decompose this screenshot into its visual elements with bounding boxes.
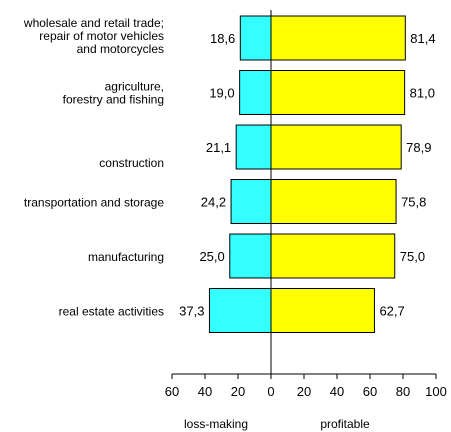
- data-label-profitable: 75,8: [401, 195, 426, 210]
- data-label-profitable: 81,0: [410, 86, 435, 101]
- category-label: wholesale and retail trade; repair of mot…: [23, 16, 164, 56]
- data-label-profitable: 75,0: [400, 249, 425, 264]
- data-label-profitable: 81,4: [410, 31, 435, 46]
- bar-profitable: [270, 124, 402, 170]
- x-axis-title-loss-making: loss-making: [184, 417, 248, 431]
- data-label-loss-making: 24,2: [201, 195, 226, 210]
- x-axis-title-profitable: profitable: [320, 417, 370, 431]
- data-label-loss-making: 18,6: [210, 31, 235, 46]
- data-label-loss-making: 19,0: [209, 86, 234, 101]
- data-label-loss-making: 37,3: [179, 304, 204, 319]
- category-label: manufacturing: [88, 250, 164, 264]
- x-tick-label: 40: [330, 384, 344, 399]
- data-label-profitable: 62,7: [379, 304, 404, 319]
- bar-loss-making: [239, 70, 272, 115]
- x-tick-label: 0: [267, 384, 274, 399]
- x-tick-label: 20: [231, 384, 245, 399]
- category-label: agriculture, forestry and fishing: [63, 80, 164, 107]
- bar-loss-making: [239, 15, 272, 61]
- x-tick-label: 60: [165, 384, 179, 399]
- bar-loss-making: [208, 288, 272, 333]
- bar-profitable: [270, 179, 397, 224]
- bar-profitable: [270, 233, 396, 279]
- category-label: construction: [99, 156, 164, 170]
- data-label-loss-making: 21,1: [206, 140, 231, 155]
- data-label-profitable: 78,9: [406, 140, 431, 155]
- x-tick-label: 20: [297, 384, 311, 399]
- bar-loss-making: [235, 124, 272, 170]
- bar-loss-making: [229, 233, 272, 279]
- bar-profitable: [270, 70, 406, 115]
- x-tick-label: 80: [396, 384, 410, 399]
- category-label: transportation and storage: [24, 196, 164, 210]
- bar-loss-making: [230, 179, 272, 224]
- category-label: real estate activities: [59, 305, 164, 319]
- x-tick-label: 60: [363, 384, 377, 399]
- data-label-loss-making: 25,0: [199, 249, 224, 264]
- x-tick-label: 100: [425, 384, 447, 399]
- bar-profitable: [270, 15, 406, 61]
- bar-profitable: [270, 288, 375, 333]
- x-tick-label: 40: [198, 384, 212, 399]
